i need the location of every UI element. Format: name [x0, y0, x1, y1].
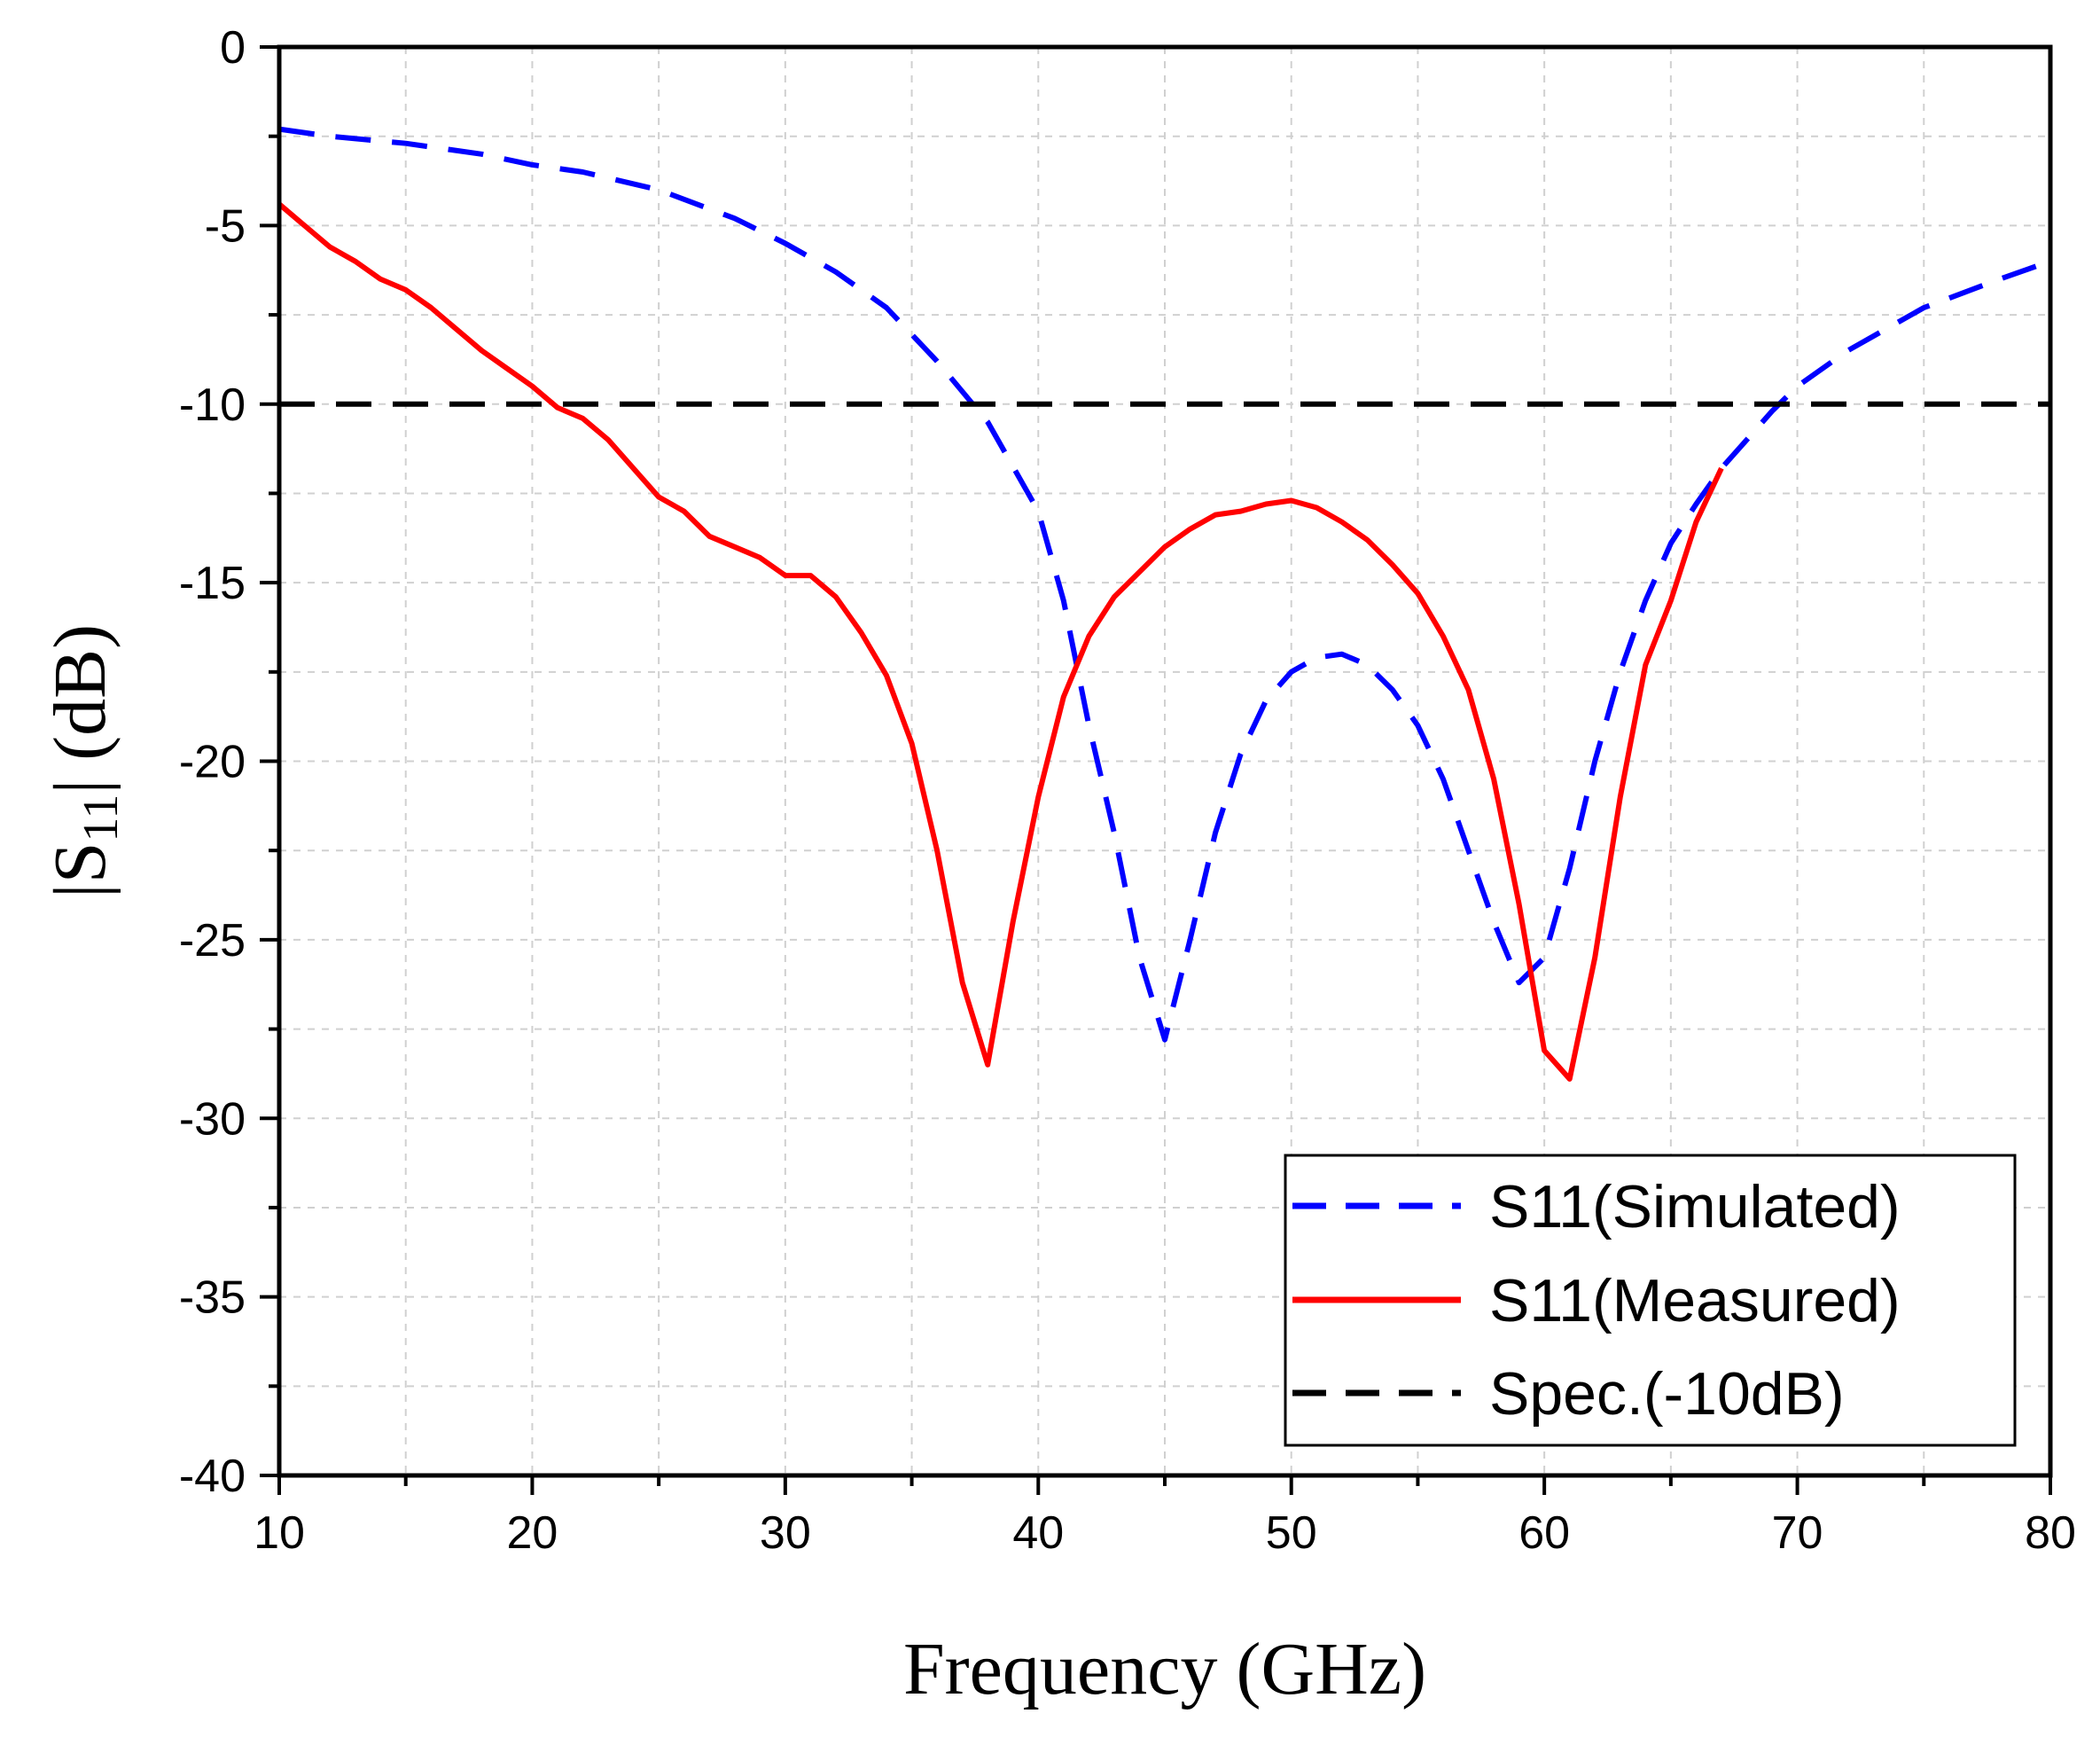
- y-tick-label: -15: [179, 558, 246, 609]
- y-tick-label: -40: [179, 1451, 246, 1502]
- y-axis-label: |S11| (dB): [39, 624, 129, 898]
- legend-label-spec: Spec.(-10dB): [1489, 1360, 1845, 1428]
- x-tick-label: 70: [1772, 1507, 1823, 1559]
- series-line-0: [278, 126, 2052, 1043]
- y-tick-label: -25: [179, 915, 246, 966]
- plot-frame: [277, 44, 2053, 1478]
- plot-series-group: [277, 126, 2052, 1082]
- y-axis-label-suffix: | (dB): [39, 624, 121, 794]
- y-axis-label-prefix: |S: [39, 842, 121, 899]
- y-tick-label: -20: [179, 737, 246, 788]
- tick-labels: 10 20 30 40 50 60 70 80 0 -5 -10 -15 -20 -25 -30 -35 -40: [179, 22, 2076, 1559]
- legend-item-simulated: S11(Simulated): [1292, 1173, 1901, 1240]
- legend: S11(Simulated) S11(Measured) Spec.(-10dB…: [1284, 1154, 2017, 1447]
- y-tick-label: -35: [179, 1272, 246, 1324]
- y-tick-label: -30: [179, 1093, 246, 1145]
- x-tick-label: 40: [1012, 1507, 1064, 1559]
- x-tick-label: 80: [2025, 1507, 2076, 1559]
- y-tick-label: -5: [205, 200, 246, 252]
- legend-label-measured: S11(Measured): [1489, 1267, 1901, 1334]
- x-axis-label: Frequency (GHz): [903, 1628, 1426, 1710]
- x-tick-label: 50: [1266, 1507, 1317, 1559]
- x-tick-label: 60: [1518, 1507, 1570, 1559]
- legend-label-simulated: S11(Simulated): [1489, 1173, 1901, 1240]
- y-tick-label: -10: [179, 379, 246, 431]
- legend-item-measured: S11(Measured): [1292, 1267, 1901, 1334]
- y-axis-label-subscript: 11: [74, 794, 129, 842]
- series-line-1: [277, 201, 1724, 1082]
- x-tick-label: 20: [507, 1507, 558, 1559]
- x-tick-label: 10: [254, 1507, 305, 1559]
- x-tick-label: 30: [760, 1507, 811, 1559]
- legend-item-spec: Spec.(-10dB): [1292, 1360, 1845, 1428]
- y-tick-label: 0: [220, 22, 246, 74]
